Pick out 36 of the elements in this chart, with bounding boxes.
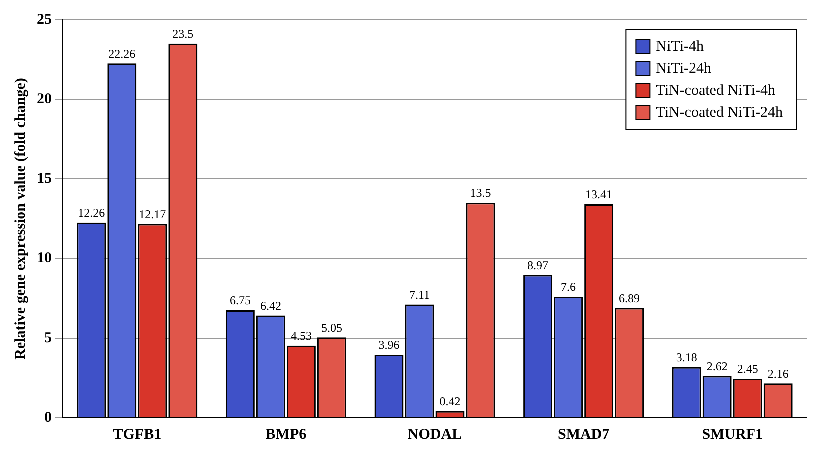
data-label: 2.45: [737, 362, 758, 376]
x-tick-label: SMURF1: [702, 426, 764, 443]
data-label: 6.89: [619, 291, 640, 306]
legend-label: TiN-coated NiTi-24h: [656, 104, 784, 121]
x-tick-label: NODAL: [408, 426, 462, 443]
data-label: 22.26: [108, 46, 136, 61]
legend-label: NiTi-24h: [656, 60, 712, 77]
data-label: 7.6: [561, 280, 576, 294]
x-tick-label: TGFB1: [113, 426, 162, 443]
data-label: 3.18: [676, 350, 698, 365]
x-tick-label: BMP6: [266, 426, 308, 443]
data-label: 6.42: [260, 298, 282, 313]
y-axis-title: Relative gene expression value (fold change): [12, 78, 29, 360]
data-label: 0.42: [440, 394, 461, 408]
data-label: 2.16: [768, 366, 789, 381]
data-label: 3.96: [378, 338, 400, 352]
data-label: 4.53: [290, 329, 312, 344]
y-tick-label: 5: [44, 330, 52, 346]
data-label: 12.17: [139, 207, 166, 222]
data-label: 23.5: [172, 27, 194, 42]
data-label: 7.11: [409, 288, 430, 302]
y-tick-label: 10: [37, 250, 52, 267]
data-label: 5.05: [321, 320, 342, 335]
data-label: 12.26: [78, 206, 106, 220]
data-label: 2.62: [706, 359, 728, 374]
data-label: 13.41: [586, 188, 613, 202]
x-tick-label: SMAD7: [558, 426, 610, 443]
y-tick-label: 20: [37, 91, 52, 108]
y-tick-label: 15: [37, 171, 52, 188]
legend-label: TiN-coated NiTi-4h: [656, 82, 776, 99]
data-label: 8.97: [528, 258, 549, 272]
y-tick-label: 0: [44, 410, 52, 426]
legend-label: NiTi-4h: [656, 38, 704, 55]
y-tick-label: 25: [37, 12, 52, 28]
data-label: 6.75: [230, 294, 251, 308]
data-label: 13.5: [470, 186, 492, 200]
